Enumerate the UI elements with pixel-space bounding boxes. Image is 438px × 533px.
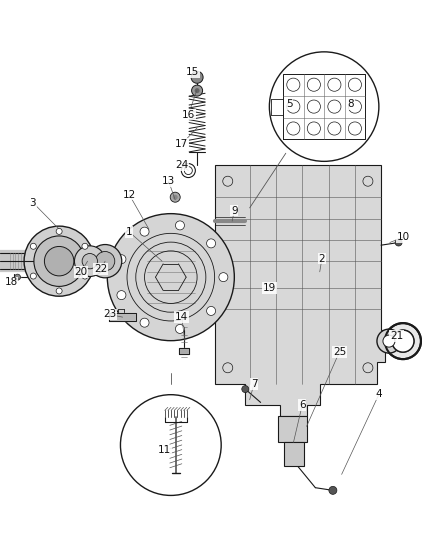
- Text: 18: 18: [4, 278, 18, 287]
- Circle shape: [88, 245, 122, 278]
- Text: 8: 8: [347, 99, 354, 109]
- Text: 14: 14: [175, 312, 188, 322]
- Circle shape: [117, 290, 126, 300]
- Text: 10: 10: [396, 232, 410, 242]
- Text: 11: 11: [158, 446, 171, 455]
- Circle shape: [24, 226, 94, 296]
- Circle shape: [117, 255, 126, 264]
- Circle shape: [207, 239, 215, 248]
- Text: 7: 7: [251, 379, 258, 389]
- Circle shape: [173, 195, 178, 200]
- Circle shape: [377, 329, 401, 353]
- Circle shape: [44, 246, 74, 276]
- Circle shape: [392, 330, 414, 352]
- Text: 21: 21: [390, 331, 403, 341]
- Circle shape: [207, 306, 215, 316]
- Circle shape: [120, 394, 221, 496]
- Circle shape: [395, 239, 402, 246]
- Text: 20: 20: [74, 267, 88, 277]
- Circle shape: [30, 243, 36, 249]
- Text: 23: 23: [103, 310, 116, 319]
- Text: 25: 25: [333, 347, 346, 357]
- Circle shape: [194, 88, 200, 93]
- Text: 19: 19: [263, 283, 276, 293]
- Text: 15: 15: [186, 67, 199, 77]
- Text: 16: 16: [182, 110, 195, 119]
- Polygon shape: [278, 416, 307, 442]
- Text: 22: 22: [94, 264, 107, 274]
- Circle shape: [82, 243, 88, 249]
- Text: 13: 13: [162, 176, 175, 186]
- Text: 6: 6: [299, 400, 306, 410]
- Text: 12: 12: [123, 190, 136, 199]
- Text: 1: 1: [126, 227, 133, 237]
- Circle shape: [219, 273, 228, 281]
- Text: 17: 17: [175, 139, 188, 149]
- Circle shape: [56, 288, 62, 294]
- Circle shape: [329, 486, 337, 495]
- Polygon shape: [284, 442, 304, 466]
- Circle shape: [74, 246, 105, 277]
- Polygon shape: [109, 313, 136, 321]
- Circle shape: [34, 236, 85, 286]
- Circle shape: [82, 273, 88, 279]
- Circle shape: [176, 325, 184, 334]
- Polygon shape: [179, 349, 189, 354]
- Circle shape: [242, 385, 249, 393]
- Circle shape: [14, 274, 21, 280]
- Circle shape: [82, 254, 97, 269]
- Circle shape: [191, 85, 203, 96]
- Circle shape: [170, 192, 180, 202]
- Circle shape: [383, 335, 395, 347]
- Circle shape: [191, 71, 203, 83]
- Text: 3: 3: [29, 198, 36, 207]
- Text: 2: 2: [318, 254, 325, 263]
- Text: 24: 24: [175, 160, 188, 170]
- Text: 4: 4: [375, 390, 382, 399]
- Circle shape: [269, 52, 379, 161]
- Circle shape: [140, 227, 149, 236]
- Circle shape: [30, 273, 36, 279]
- Circle shape: [176, 221, 184, 230]
- Polygon shape: [215, 165, 385, 416]
- Circle shape: [107, 214, 234, 341]
- Circle shape: [140, 318, 149, 327]
- Circle shape: [56, 228, 62, 235]
- Circle shape: [95, 252, 115, 271]
- Text: 5: 5: [286, 99, 293, 109]
- Text: 9: 9: [231, 206, 238, 215]
- Circle shape: [385, 323, 421, 359]
